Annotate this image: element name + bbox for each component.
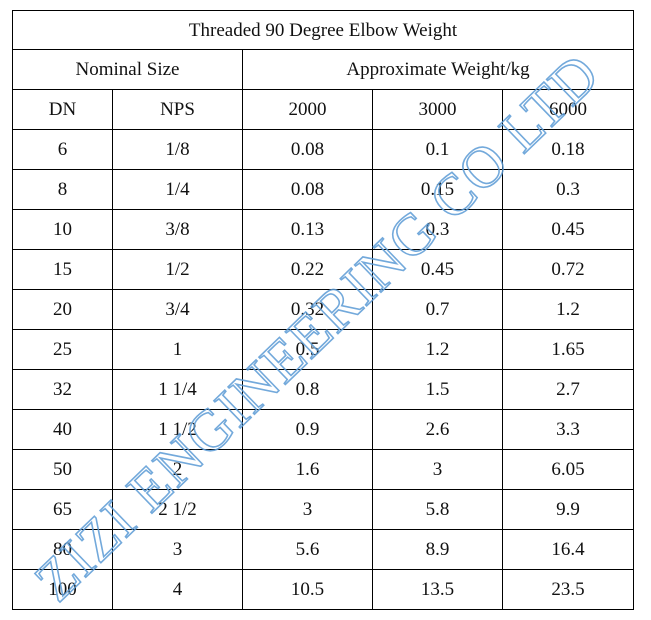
cell-dn: 32 [12, 369, 113, 410]
table-row: 50 2 1.6 3 6.05 [12, 449, 635, 490]
cell-dn: 40 [12, 409, 113, 450]
group-header-row: Nominal Size Approximate Weight/kg [12, 49, 635, 90]
column-header-class-2000: 2000 [242, 89, 373, 130]
cell-weight-3000: 0.1 [372, 129, 503, 170]
cell-weight-6000: 9.9 [501, 489, 635, 530]
cell-nps: 3 [112, 529, 243, 570]
cell-weight-2000: 0.22 [242, 249, 373, 290]
table-row: 10 3/8 0.13 0.3 0.45 [12, 209, 635, 250]
column-header-class-6000: 6000 [501, 89, 635, 130]
cell-weight-6000: 6.05 [501, 449, 635, 490]
nominal-size-header: Nominal Size [12, 49, 243, 90]
cell-weight-3000: 3 [372, 449, 503, 490]
cell-nps: 3/8 [112, 209, 243, 250]
cell-weight-3000: 0.3 [372, 209, 503, 250]
cell-weight-2000: 10.5 [242, 569, 373, 610]
cell-dn: 8 [12, 169, 113, 210]
cell-weight-2000: 5.6 [242, 529, 373, 570]
table-row: 8 1/4 0.08 0.15 0.3 [12, 169, 635, 210]
cell-weight-2000: 3 [242, 489, 373, 530]
cell-dn: 6 [12, 129, 113, 170]
cell-dn: 25 [12, 329, 113, 370]
table-row: 32 1 1/4 0.8 1.5 2.7 [12, 369, 635, 410]
cell-weight-3000: 0.15 [372, 169, 503, 210]
table-row: 100 4 10.5 13.5 23.5 [12, 569, 635, 610]
cell-dn: 100 [12, 569, 113, 610]
cell-nps: 1/4 [112, 169, 243, 210]
column-header-nps: NPS [112, 89, 243, 130]
column-header-dn: DN [12, 89, 113, 130]
cell-dn: 10 [12, 209, 113, 250]
elbow-weight-table: Threaded 90 Degree Elbow Weight Nominal … [11, 10, 635, 610]
cell-weight-6000: 3.3 [501, 409, 635, 450]
table-row: 25 1 0.5 1.2 1.65 [12, 329, 635, 370]
table-title: Threaded 90 Degree Elbow Weight [11, 10, 635, 50]
cell-weight-6000: 0.72 [501, 249, 635, 290]
cell-weight-6000: 0.18 [501, 129, 635, 170]
cell-nps: 4 [112, 569, 243, 610]
table-row: 40 1 1/2 0.9 2.6 3.3 [12, 409, 635, 450]
cell-nps: 1 1/2 [112, 409, 243, 450]
table-row: 20 3/4 0.32 0.7 1.2 [12, 289, 635, 330]
cell-weight-6000: 2.7 [501, 369, 635, 410]
cell-weight-2000: 0.8 [242, 369, 373, 410]
cell-nps: 1/8 [112, 129, 243, 170]
cell-dn: 50 [12, 449, 113, 490]
cell-nps: 3/4 [112, 289, 243, 330]
cell-weight-6000: 0.45 [501, 209, 635, 250]
cell-weight-2000: 0.08 [242, 129, 373, 170]
cell-weight-2000: 0.32 [242, 289, 373, 330]
table-row: 15 1/2 0.22 0.45 0.72 [12, 249, 635, 290]
cell-weight-6000: 1.2 [501, 289, 635, 330]
column-header-class-3000: 3000 [372, 89, 503, 130]
cell-dn: 15 [12, 249, 113, 290]
cell-weight-6000: 1.65 [501, 329, 635, 370]
cell-weight-2000: 0.5 [242, 329, 373, 370]
table-row: 6 1/8 0.08 0.1 0.18 [12, 129, 635, 170]
cell-weight-3000: 0.45 [372, 249, 503, 290]
cell-nps: 1/2 [112, 249, 243, 290]
table-row: 65 2 1/2 3 5.8 9.9 [12, 489, 635, 530]
cell-dn: 80 [12, 529, 113, 570]
cell-weight-3000: 0.7 [372, 289, 503, 330]
cell-nps: 1 [112, 329, 243, 370]
cell-nps: 2 [112, 449, 243, 490]
cell-weight-3000: 1.5 [372, 369, 503, 410]
cell-weight-2000: 0.08 [242, 169, 373, 210]
cell-weight-6000: 16.4 [501, 529, 635, 570]
cell-dn: 65 [12, 489, 113, 530]
cell-nps: 1 1/4 [112, 369, 243, 410]
cell-weight-3000: 8.9 [372, 529, 503, 570]
title-row: Threaded 90 Degree Elbow Weight [11, 10, 635, 50]
cell-weight-2000: 1.6 [242, 449, 373, 490]
cell-weight-3000: 1.2 [372, 329, 503, 370]
cell-dn: 20 [12, 289, 113, 330]
column-header-row: DN NPS 2000 3000 6000 [12, 89, 635, 130]
cell-weight-6000: 23.5 [501, 569, 635, 610]
cell-nps: 2 1/2 [112, 489, 243, 530]
cell-weight-3000: 2.6 [372, 409, 503, 450]
cell-weight-2000: 0.13 [242, 209, 373, 250]
approx-weight-header: Approximate Weight/kg [241, 49, 635, 90]
cell-weight-6000: 0.3 [501, 169, 635, 210]
cell-weight-3000: 5.8 [372, 489, 503, 530]
cell-weight-3000: 13.5 [372, 569, 503, 610]
table-row: 80 3 5.6 8.9 16.4 [12, 529, 635, 570]
cell-weight-2000: 0.9 [242, 409, 373, 450]
